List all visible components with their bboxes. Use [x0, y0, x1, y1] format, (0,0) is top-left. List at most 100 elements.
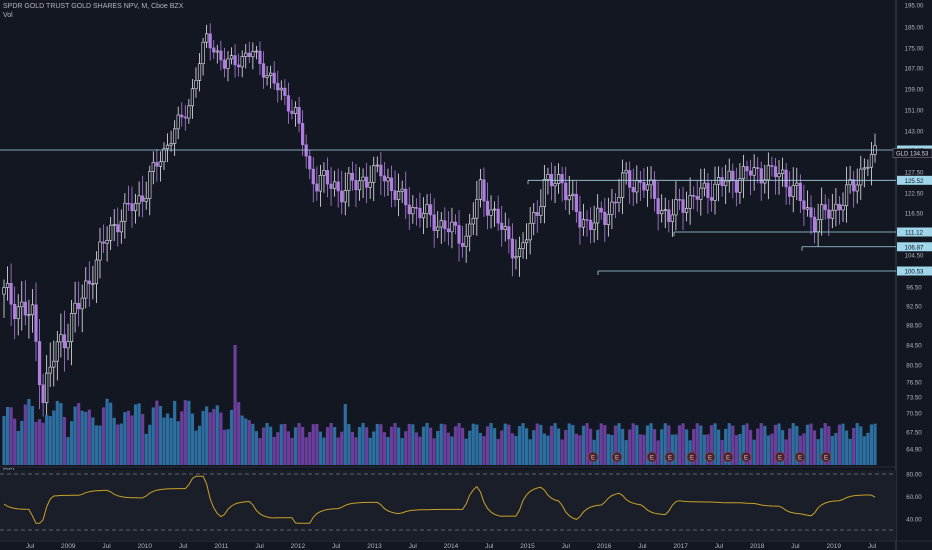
volume-bar — [773, 424, 778, 465]
volume-bar — [73, 406, 77, 465]
candle — [489, 209, 493, 216]
volume-bar — [446, 432, 450, 465]
volume-bar — [393, 423, 397, 465]
level-label-bg — [897, 242, 932, 252]
volume-bar — [144, 433, 148, 465]
candle — [379, 164, 383, 177]
candle — [301, 123, 305, 146]
volume-bar — [126, 410, 131, 465]
price-tick-label: 84.50 — [906, 343, 922, 350]
time-tick-label: Jul — [791, 543, 800, 550]
volume-bar — [80, 410, 84, 465]
candle — [702, 182, 706, 189]
time-tick-label: 2009 — [61, 543, 76, 550]
volume-bar — [695, 423, 699, 465]
candle — [756, 167, 760, 169]
volume-bar — [752, 439, 756, 465]
candle — [869, 153, 874, 168]
volume-bar — [652, 429, 657, 465]
price-tick-label: 175.00 — [905, 46, 924, 53]
volume-bar — [450, 436, 454, 465]
volume-bar — [649, 423, 653, 465]
volume-bar — [852, 428, 856, 465]
volume-bar — [812, 430, 817, 465]
candle — [624, 170, 628, 174]
candle — [258, 50, 262, 64]
candle — [500, 222, 504, 230]
candle — [276, 82, 280, 91]
candle — [190, 88, 195, 107]
volume-bar — [556, 428, 561, 465]
candle — [475, 198, 479, 219]
candle — [446, 228, 450, 233]
time-tick-label: Jul — [562, 543, 571, 550]
candle — [340, 190, 344, 203]
volume-bar — [251, 423, 255, 465]
volume-bar — [48, 416, 52, 465]
volume-bar — [45, 414, 49, 465]
candle — [770, 165, 774, 167]
price-tick-label: 143.00 — [905, 129, 924, 136]
volume-bar — [354, 437, 358, 465]
candle — [834, 203, 838, 211]
candle — [670, 214, 674, 222]
volume-bar — [30, 406, 35, 465]
volume-bar — [20, 420, 24, 465]
volume-bar — [119, 423, 123, 465]
candle — [123, 202, 127, 222]
candle — [347, 172, 351, 191]
volume-bar — [660, 429, 664, 465]
volume-bar — [663, 423, 667, 465]
volume-bar — [748, 429, 753, 465]
candle — [617, 197, 621, 204]
volume-bar — [571, 424, 575, 465]
candle — [581, 219, 586, 228]
candle — [290, 110, 294, 114]
candle — [684, 208, 689, 213]
volume-bar — [84, 411, 88, 465]
volume-bar — [620, 428, 625, 465]
volume-bar — [613, 425, 618, 465]
price-tick-label: 80.50 — [906, 363, 922, 370]
candle — [372, 165, 376, 183]
candle — [365, 176, 369, 188]
volume-bar — [123, 412, 127, 465]
candle — [439, 220, 443, 228]
earnings-marker-label: E — [824, 456, 828, 462]
candle — [809, 207, 813, 218]
time-tick-label: 2016 — [597, 543, 612, 550]
time-tick-label: 2019 — [826, 543, 841, 550]
volume-bar — [436, 430, 440, 465]
current-price-tag — [892, 148, 932, 158]
candle — [731, 170, 735, 182]
volume-bar — [482, 436, 486, 465]
volume-bar — [325, 427, 330, 465]
volume-bar — [226, 429, 230, 465]
volume-bar — [581, 425, 586, 465]
volume-bar — [386, 436, 390, 465]
volume-bar — [471, 423, 475, 465]
volume-bar — [372, 431, 376, 465]
volume-bar — [553, 423, 557, 465]
level-label-bg — [897, 266, 932, 276]
volume-bar — [546, 435, 550, 465]
candle — [844, 184, 849, 206]
volume-bar — [603, 425, 607, 465]
volume-bar — [329, 423, 333, 465]
rsi-tick-label: 40.00 — [906, 516, 922, 523]
candle — [610, 201, 614, 215]
candle — [286, 95, 291, 112]
volume-bar — [318, 431, 323, 465]
volume-bar — [702, 434, 706, 465]
candle — [734, 180, 738, 193]
level-label: 125.52 — [905, 178, 924, 185]
candle — [866, 166, 870, 169]
volume-bar — [656, 440, 660, 465]
candle — [91, 283, 95, 285]
candle — [208, 33, 212, 49]
candle — [848, 179, 852, 186]
candle — [215, 50, 219, 53]
earnings-marker — [740, 451, 752, 463]
candle — [389, 177, 394, 191]
